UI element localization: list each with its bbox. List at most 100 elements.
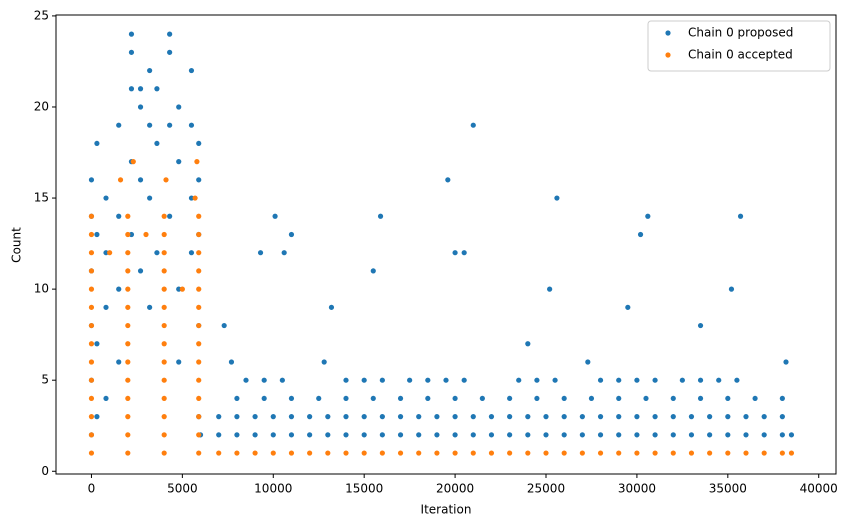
data-point (161, 341, 167, 347)
data-point (228, 359, 235, 365)
data-point (179, 286, 185, 292)
data-point (125, 359, 131, 365)
data-point (125, 304, 131, 310)
data-point (307, 414, 313, 420)
data-point (103, 304, 109, 310)
data-point (94, 231, 100, 238)
data-point (234, 432, 240, 438)
data-point (725, 395, 731, 402)
data-point (634, 450, 640, 456)
data-point (261, 377, 267, 383)
x-tick-label: 25000 (527, 482, 565, 496)
data-point (137, 268, 144, 274)
data-point (147, 195, 153, 201)
x-tick-label: 10000 (254, 482, 292, 496)
data-point (196, 213, 202, 219)
data-point (561, 432, 567, 438)
data-point (128, 49, 135, 55)
data-point (188, 122, 195, 128)
data-point (670, 395, 676, 402)
data-point (370, 268, 376, 274)
data-point (88, 341, 95, 347)
data-point (94, 414, 100, 420)
data-point (176, 359, 182, 365)
data-point (125, 322, 131, 329)
data-point (88, 304, 95, 310)
data-point (176, 104, 182, 110)
data-point (525, 450, 531, 456)
data-point (125, 450, 131, 456)
data-point (725, 414, 731, 420)
data-point (634, 432, 640, 438)
data-point (507, 414, 513, 420)
data-point (137, 86, 144, 92)
data-point (88, 286, 95, 292)
data-point (452, 432, 458, 438)
data-point (321, 359, 327, 365)
data-point (788, 432, 795, 438)
data-point (434, 414, 440, 420)
plot-frame (55, 14, 837, 475)
data-point (445, 177, 451, 183)
data-point (397, 395, 404, 402)
data-point (257, 250, 264, 256)
data-point (579, 432, 585, 438)
data-point (670, 432, 676, 438)
data-point (161, 414, 167, 420)
data-point (688, 432, 695, 438)
data-point (652, 414, 658, 420)
data-point (272, 213, 278, 219)
data-point (161, 322, 167, 329)
data-point (281, 250, 287, 256)
data-point (379, 377, 385, 383)
legend-marker (665, 52, 671, 58)
data-point (147, 304, 153, 310)
data-point (597, 450, 604, 456)
data-point (196, 395, 202, 402)
x-tick-label: 0 (88, 482, 96, 496)
data-point (196, 286, 202, 292)
data-point (116, 359, 122, 365)
data-point (616, 377, 622, 383)
data-point (425, 395, 431, 402)
data-point (161, 213, 167, 219)
x-tick-label: 20000 (436, 482, 474, 496)
data-point (196, 250, 202, 256)
x-tick-label: 40000 (800, 482, 838, 496)
data-point (147, 67, 153, 74)
data-point (125, 250, 131, 256)
data-point (534, 395, 540, 402)
plot-area (88, 31, 795, 456)
data-point (547, 286, 553, 292)
data-point (88, 177, 95, 183)
x-axis-label: Iteration (421, 503, 472, 517)
data-point (137, 177, 144, 183)
data-point (761, 414, 767, 420)
data-point (543, 432, 549, 438)
data-point (161, 286, 167, 292)
data-point (128, 86, 135, 92)
data-point (88, 322, 95, 329)
data-point (88, 268, 95, 274)
legend-label: Chain 0 proposed (688, 26, 793, 40)
data-point (88, 231, 95, 238)
data-point (88, 377, 95, 383)
data-point (188, 67, 195, 74)
data-point (234, 450, 240, 456)
data-point (125, 341, 131, 347)
data-point (161, 250, 167, 256)
data-point (216, 432, 222, 438)
data-point (377, 213, 384, 219)
data-point (616, 432, 622, 438)
data-point (167, 122, 173, 128)
data-point (88, 250, 95, 256)
y-axis-label: Count (10, 227, 24, 263)
legend-label: Chain 0 accepted (688, 48, 793, 62)
data-point (88, 432, 95, 438)
data-point (103, 250, 109, 256)
data-point (128, 31, 135, 37)
data-point (788, 450, 795, 456)
data-point (343, 414, 349, 420)
data-point (488, 414, 495, 420)
data-point (761, 432, 767, 438)
